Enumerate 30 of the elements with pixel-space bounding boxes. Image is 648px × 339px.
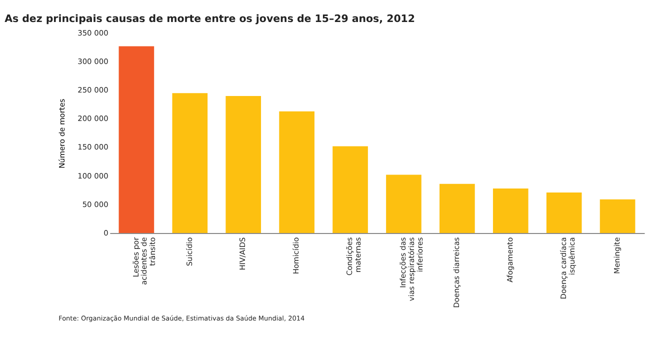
bar <box>386 174 422 234</box>
bar <box>546 192 582 234</box>
x-tick-label: Infecções das vias respiratórias inferiores <box>398 237 424 302</box>
y-tick-label: 150 000 <box>78 142 109 152</box>
y-tick-label: 50 000 <box>82 200 109 209</box>
x-tick-label: Afogamento <box>505 236 514 282</box>
x-tick-label: Doenças diarreicas <box>452 237 462 308</box>
x-tick-label: Suicídio <box>184 236 194 266</box>
chart-title: As dez principais causas de morte entre os jovens de 15–29 anos, 2012 <box>4 14 416 25</box>
bar <box>440 184 475 234</box>
y-tick-label: 0 <box>104 228 109 238</box>
bar <box>492 188 528 234</box>
x-tick-label: Homicídio <box>292 236 301 274</box>
bar <box>172 93 208 234</box>
y-tick-label: 100 000 <box>78 171 109 180</box>
x-tick-label: Condições maternas <box>345 237 362 276</box>
bar <box>332 146 368 234</box>
x-tick-label: Lesões por acidentes de trânsito <box>131 236 158 285</box>
x-tick-label: Doença cardíaca isquêmica <box>558 237 576 300</box>
bar <box>226 96 262 234</box>
y-tick-label: 200 000 <box>78 114 109 124</box>
bar <box>118 46 154 234</box>
y-tick-label: 300 000 <box>78 57 109 66</box>
y-tick-label: 350 000 <box>78 28 109 38</box>
x-tick-label: HIV/AIDS <box>238 236 248 270</box>
bar <box>600 199 636 234</box>
bar <box>279 111 314 234</box>
y-axis-title: Número de mortes <box>58 98 67 168</box>
x-tick-label: Meningite <box>612 236 622 274</box>
y-tick-label: 250 000 <box>78 86 109 95</box>
